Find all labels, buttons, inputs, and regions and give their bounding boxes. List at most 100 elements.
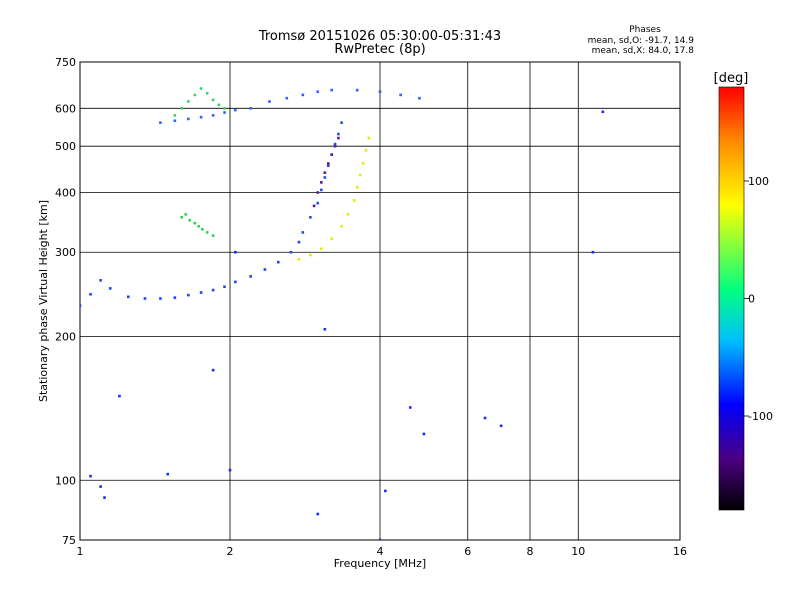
data-point [312, 204, 316, 208]
data-point [320, 247, 323, 251]
data-point [263, 268, 267, 271]
data-point [340, 224, 343, 228]
series-purple-branch [312, 136, 340, 208]
y-tick-label: 400 [55, 186, 76, 199]
y-axis-ticks: 75 100 200 300 400 500 600 750 [55, 56, 76, 547]
data-point [99, 279, 102, 282]
colorbar [718, 86, 745, 511]
data-point [199, 291, 203, 294]
series-upper-left-green [173, 87, 226, 117]
data-point [364, 149, 368, 152]
series-mid-green-cluster [180, 213, 215, 237]
data-point [223, 285, 226, 289]
data-point [323, 171, 327, 175]
data-point [99, 485, 102, 488]
phase-stats-heading: Phases [629, 25, 661, 35]
data-point [320, 181, 323, 184]
x-axis-ticks: 1 2 4 6 8 10 16 [77, 545, 688, 558]
data-point [320, 188, 323, 192]
data-point [346, 213, 350, 216]
data-point [249, 107, 252, 110]
data-point [358, 173, 362, 177]
data-point [378, 90, 382, 94]
data-points [80, 87, 605, 540]
data-point [211, 114, 215, 117]
data-point [197, 224, 200, 228]
data-point [297, 240, 301, 244]
x-tick-label: 16 [673, 545, 687, 558]
data-point [205, 92, 209, 95]
data-point [187, 293, 190, 297]
y-tick-label: 100 [55, 474, 76, 487]
data-point [234, 108, 237, 112]
data-point [184, 213, 188, 216]
data-point [422, 432, 426, 436]
data-point [297, 257, 301, 261]
data-point [301, 231, 305, 234]
data-point [384, 489, 387, 493]
phase-stats-o: mean, sd,O: -91.7, 14.9 [588, 36, 695, 46]
data-point [89, 292, 92, 296]
data-point [330, 237, 334, 241]
data-point [327, 164, 330, 168]
data-point [499, 424, 503, 428]
y-tick-label: 300 [55, 246, 76, 259]
series-yellow-branch [297, 136, 371, 261]
data-point [199, 115, 203, 119]
y-tick-label: 75 [62, 534, 76, 547]
data-point [187, 117, 190, 121]
data-point [327, 162, 330, 165]
data-point [223, 111, 226, 114]
data-point [367, 136, 371, 140]
data-point [159, 121, 162, 124]
data-point [173, 114, 177, 117]
y-tick-label: 600 [55, 102, 76, 115]
data-point [330, 88, 334, 92]
data-point [143, 297, 147, 300]
data-point [352, 199, 356, 202]
y-tick-label: 750 [55, 56, 76, 69]
data-point [601, 110, 605, 114]
data-point [193, 221, 197, 225]
colorbar-tick-label: 0 [748, 293, 755, 306]
data-point [309, 215, 312, 219]
data-point [316, 90, 320, 94]
data-point [316, 512, 320, 516]
data-point [159, 297, 162, 300]
data-point [333, 144, 337, 148]
data-point [223, 107, 226, 110]
phase-stats-x: mean, sd,X: 84.0, 17.8 [592, 46, 695, 56]
data-point [333, 142, 337, 146]
data-point [316, 191, 320, 194]
data-point [126, 295, 130, 299]
data-point [166, 472, 170, 476]
data-point [201, 228, 204, 231]
y-tick-label: 200 [55, 330, 76, 343]
data-point [188, 218, 191, 222]
x-tick-label: 2 [227, 545, 234, 558]
data-point [217, 103, 221, 107]
y-axis-label: Stationary phase Virtual Height [km] [37, 200, 50, 402]
data-point [330, 153, 334, 156]
data-point [355, 186, 359, 189]
data-point [234, 280, 237, 284]
data-point [323, 176, 327, 179]
data-point [211, 368, 215, 372]
data-point [103, 496, 106, 499]
x-tick-label: 8 [527, 545, 534, 558]
x-tick-label: 10 [571, 545, 585, 558]
data-point [228, 468, 232, 472]
x-axis-label: Frequency [MHz] [334, 557, 426, 570]
chart-title: Tromsø 20151026 05:30:00-05:31:43 [258, 29, 501, 44]
data-point [276, 260, 280, 264]
data-point [337, 132, 340, 136]
data-point [408, 406, 412, 409]
data-point [187, 100, 190, 103]
data-point [211, 234, 215, 237]
data-point [361, 162, 365, 165]
data-point [289, 250, 293, 254]
colorbar-tick-label: 100 [748, 175, 769, 188]
data-point [205, 231, 209, 234]
series-top-band [159, 88, 421, 124]
